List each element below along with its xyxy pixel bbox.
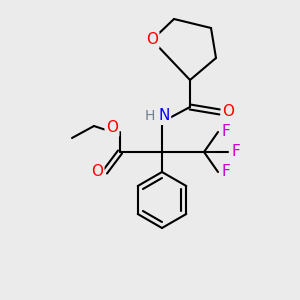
Text: O: O	[222, 104, 234, 119]
Text: F: F	[222, 124, 230, 140]
Text: H: H	[145, 109, 155, 123]
Text: O: O	[146, 32, 158, 47]
Text: O: O	[106, 121, 118, 136]
Text: F: F	[222, 164, 230, 179]
Text: N: N	[158, 109, 170, 124]
Text: F: F	[232, 145, 240, 160]
Text: O: O	[91, 164, 103, 179]
